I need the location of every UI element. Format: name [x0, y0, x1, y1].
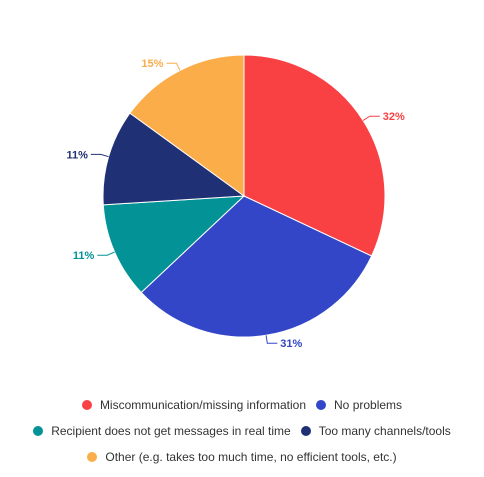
legend-item-2[interactable]: Recipient does not get messages in real …	[33, 424, 291, 438]
legend-item-3[interactable]: Too many channels/tools	[300, 424, 451, 438]
legend-item-0[interactable]: Miscommunication/missing information	[81, 398, 307, 412]
legend-swatch-1	[316, 400, 327, 410]
legend-swatch-4	[87, 452, 98, 462]
legend-item-1[interactable]: No problems	[316, 398, 402, 412]
pie-leader-line-2	[97, 251, 115, 256]
legend-label-2: Recipient does not get messages in real …	[51, 424, 291, 438]
legend-row-0: Miscommunication/missing information No p…	[0, 392, 484, 418]
legend-swatch-0	[81, 400, 92, 410]
pie-slice-1[interactable]	[140, 195, 373, 338]
pie-data-label-4: 15%	[141, 58, 163, 70]
pie-leader-line-0	[362, 115, 380, 121]
pie-data-label-0: 32%	[383, 111, 405, 123]
legend-row-2: Other (e.g. takes too much time, no effi…	[0, 444, 484, 470]
legend-item-4[interactable]: Other (e.g. takes too much time, no effi…	[87, 450, 397, 464]
pie-leader-line-4	[166, 62, 181, 71]
legend-label-1: No problems	[334, 398, 403, 412]
legend-swatch-2	[33, 426, 44, 436]
pie-data-label-2: 11%	[73, 250, 95, 262]
legend-swatch-3	[300, 426, 311, 436]
legend-row-1: Recipient does not get messages in real …	[0, 418, 484, 444]
pie-slices	[102, 54, 386, 338]
legend-label-4: Other (e.g. takes too much time, no effi…	[105, 450, 397, 464]
legend-label-3: Too many channels/tools	[318, 424, 451, 438]
pie-slice-0[interactable]	[243, 54, 386, 257]
pie-data-label-3: 11%	[66, 149, 88, 161]
legend-label-0: Miscommunication/missing information	[99, 398, 307, 412]
pie-chart: 32% 31% 11% 11% 15%	[66, 54, 405, 350]
pie-data-labels: 32% 31% 11% 11% 15%	[66, 58, 405, 350]
pie-leader-line-3	[90, 153, 109, 158]
chart-legend: Miscommunication/missing information No p…	[0, 392, 484, 470]
pie-slice-2[interactable]	[102, 195, 246, 294]
pie-data-label-1: 31%	[280, 338, 302, 350]
pie-leader-line-1	[265, 335, 278, 344]
